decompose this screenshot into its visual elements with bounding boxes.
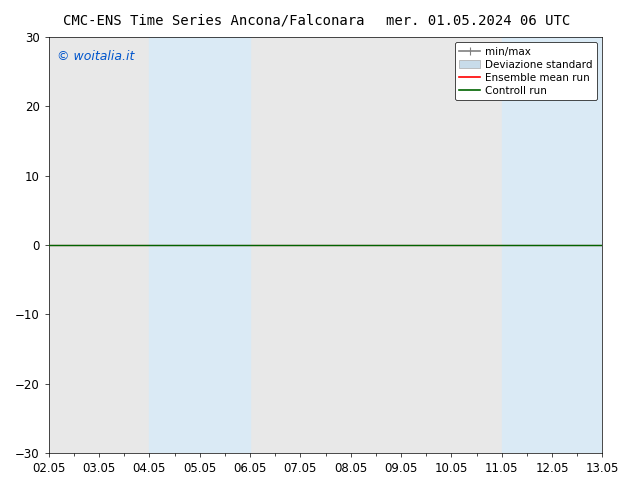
Bar bbox=[501, 37, 527, 453]
Text: CMC-ENS Time Series Ancona/Falconara: CMC-ENS Time Series Ancona/Falconara bbox=[63, 14, 365, 28]
Legend: min/max, Deviazione standard, Ensemble mean run, Controll run: min/max, Deviazione standard, Ensemble m… bbox=[455, 42, 597, 100]
Text: mer. 01.05.2024 06 UTC: mer. 01.05.2024 06 UTC bbox=[386, 14, 571, 28]
Bar bbox=[174, 37, 225, 453]
Bar bbox=[150, 37, 174, 453]
Bar bbox=[225, 37, 250, 453]
Bar bbox=[527, 37, 577, 453]
Text: © woitalia.it: © woitalia.it bbox=[57, 49, 134, 63]
Bar bbox=[577, 37, 602, 453]
